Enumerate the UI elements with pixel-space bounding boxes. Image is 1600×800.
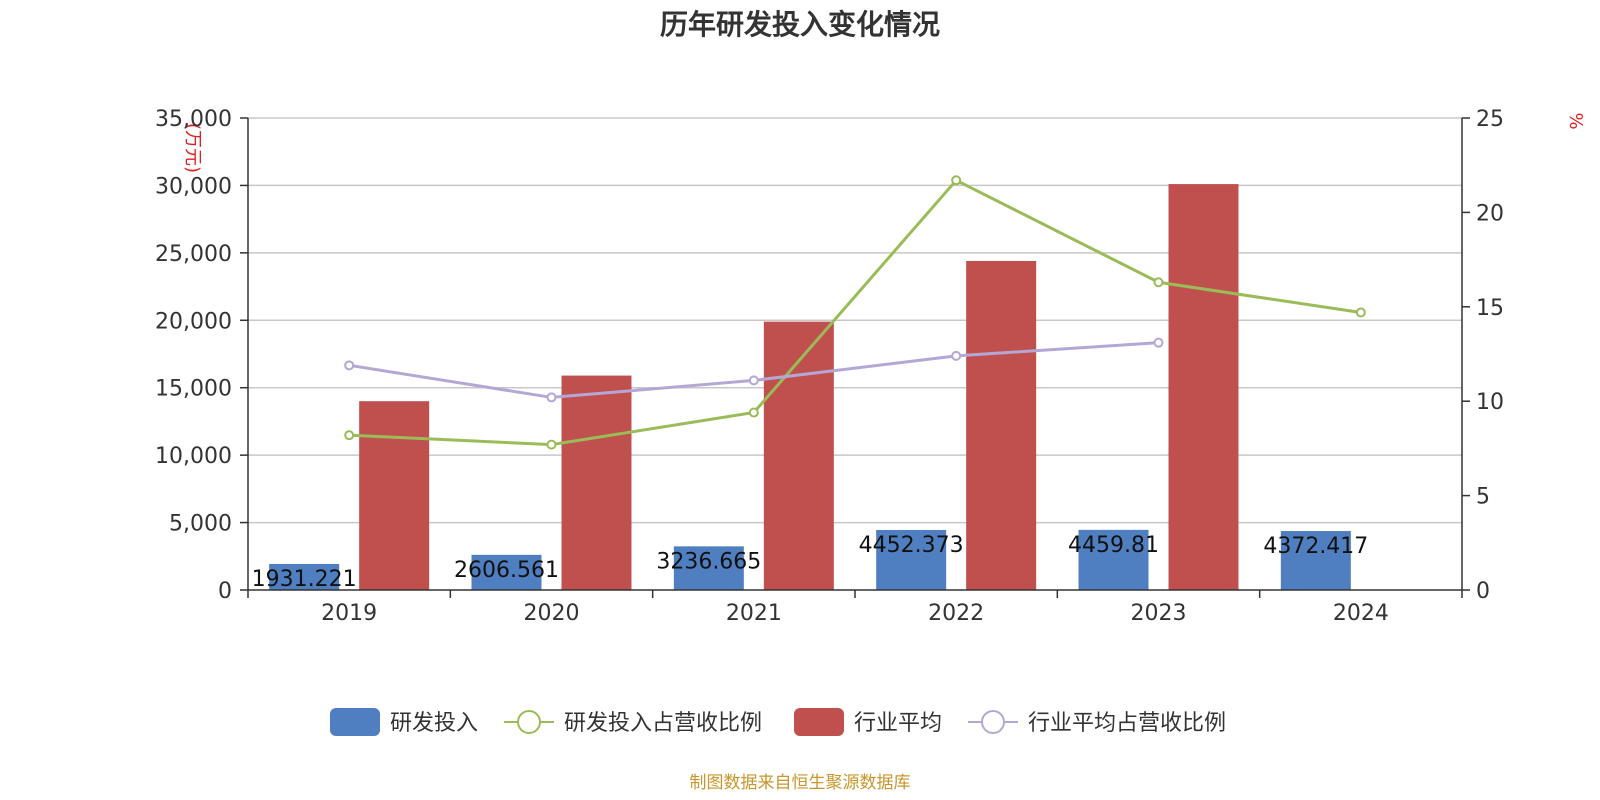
bar-industry-average-2020: [561, 375, 632, 590]
left-axis-tick-label: 30,000: [155, 174, 232, 199]
left-axis-tick-label: 0: [218, 579, 232, 604]
left-axis-unit: (万元): [182, 123, 203, 173]
source-note: 制图数据来自恒生聚源数据库: [690, 773, 911, 793]
bar-rd-investment-2020: [471, 554, 542, 590]
legend-swatch-marker: [517, 710, 541, 734]
bar-rd-investment-2021: [673, 546, 744, 590]
bar-value-label: 4372.417: [1263, 534, 1368, 559]
right-axis-tick-label: 15: [1476, 296, 1504, 321]
right-axis-tick-label: 5: [1476, 485, 1490, 510]
bar-industry-average-2019: [359, 401, 430, 590]
legend-label: 研发投入占营收比例: [564, 711, 762, 736]
line-point: [546, 439, 557, 450]
bar-rd-investment-2019: [269, 563, 340, 590]
bar-value-label: 2606.561: [454, 558, 559, 583]
line-point: [546, 392, 557, 403]
line-point: [344, 430, 355, 441]
lines: [344, 175, 1366, 450]
right-axis-tick-label: 0: [1476, 579, 1490, 604]
legend-item-industry-average[interactable]: 行业平均: [794, 708, 942, 736]
chart-title: 历年研发投入变化情况: [660, 8, 940, 41]
legend-item-rd-ratio[interactable]: 研发投入占营收比例: [504, 710, 762, 736]
left-axis-tick-label: 15,000: [155, 377, 232, 402]
gridlines: [248, 117, 1462, 524]
line-series-industry-ratio: [348, 341, 1159, 399]
x-axis-tick-label: 2022: [928, 601, 984, 626]
right-axis-tick-label: 25: [1476, 107, 1504, 132]
x-axis-tick-label: 2024: [1333, 601, 1389, 626]
line-point: [951, 350, 962, 361]
legend[interactable]: 研发投入 研发投入占营收比例 行业平均 行业平均占营收比例: [330, 708, 1226, 736]
bar-value-label: 3236.665: [656, 549, 761, 574]
left-axis-tick-label: 10,000: [155, 444, 232, 469]
legend-swatch: [794, 708, 844, 736]
bar-industry-average-2021: [763, 321, 834, 590]
left-axis-tick-label: 25,000: [155, 242, 232, 267]
bar-rd-investment-2023: [1078, 529, 1149, 590]
data-labels: 1931.221 2606.561 3236.665 4452.373 4459.81 4…: [252, 533, 1369, 592]
line-series-rd-ratio: [349, 178, 1362, 447]
bar-value-label: 4452.373: [859, 533, 964, 558]
line-point: [748, 375, 759, 386]
right-axis-tick-label: 10: [1476, 390, 1504, 415]
bar-industry-average-2022: [966, 260, 1037, 590]
x-axis-tick-label: 2019: [321, 601, 377, 626]
x-axis-tick-label: 2023: [1131, 601, 1187, 626]
line-point: [1153, 277, 1164, 288]
bars: [269, 184, 1351, 590]
bar-value-label: 4459.81: [1068, 533, 1159, 558]
left-axis-tick-label: 5,000: [169, 512, 232, 537]
legend-item-rd-investment[interactable]: 研发投入: [330, 708, 478, 736]
line-point: [1153, 337, 1164, 348]
left-axis-tick-label: 20,000: [155, 309, 232, 334]
legend-label: 研发投入: [390, 711, 478, 736]
line-point: [344, 360, 355, 371]
line-point: [1355, 307, 1366, 318]
legend-label: 行业平均: [854, 711, 942, 736]
right-axis-unit: %: [1565, 112, 1586, 129]
bar-industry-average-2023: [1168, 184, 1239, 590]
bar-rd-investment-2022: [876, 529, 947, 590]
axes: 0 5,000 10,000 15,000 20,000 25,000 30,000 35,0…: [155, 107, 1504, 626]
bar-value-label: 1931.221: [252, 567, 357, 592]
line-point: [951, 175, 962, 186]
right-axis-tick-label: 20: [1476, 201, 1504, 226]
line-point: [748, 407, 759, 418]
legend-swatch: [330, 708, 380, 736]
legend-label: 行业平均占营收比例: [1028, 711, 1226, 736]
left-axis-tick-label: 35,000: [155, 107, 232, 132]
bar-rd-investment-2024: [1280, 531, 1351, 590]
x-axis-tick-label: 2020: [524, 601, 580, 626]
x-axis-tick-label: 2021: [726, 601, 782, 626]
legend-swatch-marker: [981, 710, 1005, 734]
legend-item-industry-ratio[interactable]: 行业平均占营收比例: [968, 710, 1226, 736]
